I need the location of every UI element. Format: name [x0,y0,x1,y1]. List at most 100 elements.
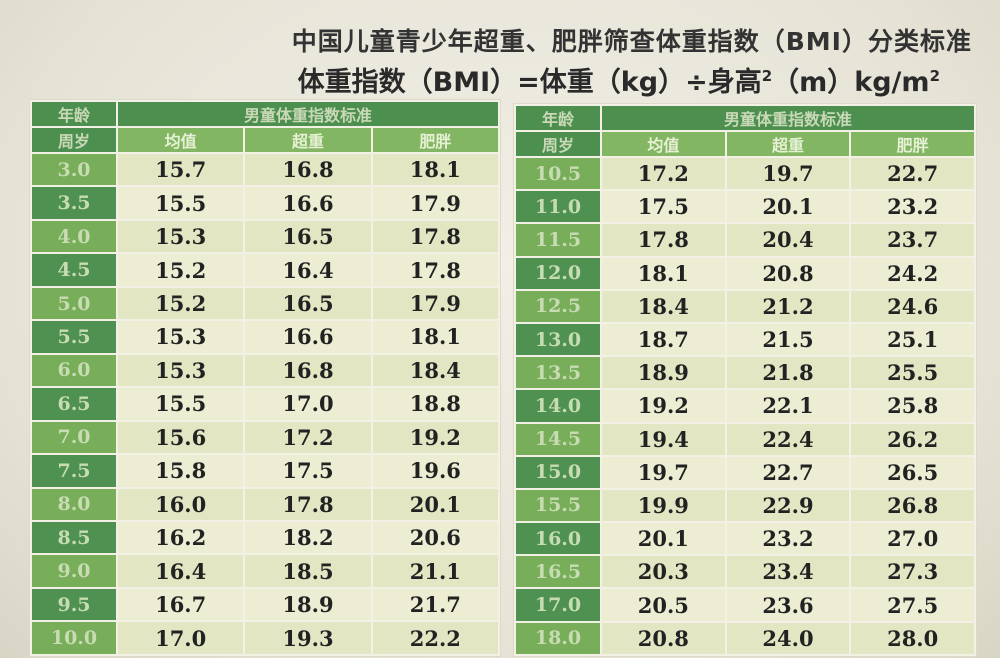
obese-cell: 20.6 [372,521,498,554]
age-cell: 7.0 [32,421,116,454]
table-row: 7.5 15.8 17.5 19.6 [32,455,498,487]
age-cell: 8.0 [32,488,116,520]
mean-cell: 17.5 [602,191,725,223]
table-body: 3.0 15.7 16.8 18.1 3.5 15.5 16.6 17.9 4.0 15.3 16.… [32,154,498,654]
age-cell: 3.5 [32,187,116,219]
table-row: 6.0 15.3 16.8 18.4 [32,354,498,387]
mean-cell: 15.2 [118,254,244,286]
age-cell: 3.0 [32,154,116,186]
page-title: 中国儿童青少年超重、肥胖筛查体重指数（BMI）分类标准 [291,27,972,56]
age-cell: 13.0 [516,323,600,356]
mean-cell: 16.2 [118,521,244,554]
overweight-cell: 16.8 [245,154,371,186]
obese-cell: 21.1 [372,555,498,587]
bmi-table-left: 年龄 男童体重指数标准 周岁 均值 超重 肥胖 3.0 15.7 16.8 18.1 3… [30,100,500,656]
overweight-cell: 21.8 [726,357,850,389]
mean-cell: 19.9 [602,489,725,522]
obese-cell: 27.5 [851,589,974,621]
mean-cell: 18.4 [602,290,725,322]
table-row: 15.0 19.7 22.7 26.5 [516,456,974,488]
table-row: 4.0 15.3 16.5 17.8 [32,220,498,253]
table-header-row-top: 年龄 男童体重指数标准 [32,102,498,126]
obese-cell: 19.2 [372,421,498,454]
age-cell: 16.5 [516,556,600,588]
col-header-overweight: 超重 [726,132,850,156]
obese-cell: 17.9 [372,187,498,219]
mean-cell: 15.3 [118,321,244,353]
age-cell: 11.5 [516,224,600,256]
table-row: 13.0 18.7 21.5 25.1 [516,323,974,356]
table-body: 10.5 17.2 19.7 22.7 11.0 17.5 20.1 23.2 11.5 17.8… [516,158,974,654]
formula-exponent-2: 2 [929,67,940,85]
overweight-cell: 16.6 [245,321,371,353]
mean-cell: 18.9 [602,357,725,389]
table-row: 10.5 17.2 19.7 22.7 [516,158,974,190]
mean-cell: 15.3 [118,220,244,253]
obese-cell: 18.8 [372,388,498,420]
table-row: 8.5 16.2 18.2 20.6 [32,521,498,554]
age-header-bottom: 周岁 [32,128,116,152]
age-cell: 4.0 [32,220,116,253]
age-cell: 12.0 [516,257,600,289]
obese-cell: 27.3 [851,556,974,588]
age-cell: 12.5 [516,290,600,322]
bmi-formula: 体重指数（BMI）=体重（kg）÷身高2（m）kg/m2 [298,60,940,99]
table-row: 5.5 15.3 16.6 18.1 [32,321,498,353]
age-cell: 5.0 [32,287,116,320]
overweight-cell: 24.0 [726,622,850,654]
mean-cell: 20.5 [602,589,725,621]
group-header: 男童体重指数标准 [118,102,498,126]
age-cell: 6.0 [32,354,116,387]
age-cell: 16.0 [516,523,600,555]
table-header-row-bottom: 周岁 均值 超重 肥胖 [516,132,974,156]
mean-cell: 16.0 [118,488,244,520]
obese-cell: 26.8 [851,489,974,522]
age-cell: 18.0 [516,622,600,654]
obese-cell: 18.1 [372,154,498,186]
obese-cell: 24.6 [851,290,974,322]
overweight-cell: 17.0 [245,388,371,420]
col-header-overweight: 超重 [245,128,371,152]
table-row: 14.5 19.4 22.4 26.2 [516,423,974,455]
obese-cell: 22.2 [372,622,498,654]
obese-cell: 19.6 [372,455,498,487]
obese-cell: 17.8 [372,220,498,253]
obese-cell: 25.1 [851,323,974,356]
table-row: 7.0 15.6 17.2 19.2 [32,421,498,454]
obese-cell: 24.2 [851,257,974,289]
mean-cell: 20.8 [602,622,725,654]
table-row: 14.0 19.2 22.1 25.8 [516,390,974,422]
overweight-cell: 19.7 [726,158,850,190]
overweight-cell: 18.2 [245,521,371,554]
age-header-bottom: 周岁 [516,132,600,156]
age-cell: 9.0 [32,555,116,587]
table-row: 4.5 15.2 16.4 17.8 [32,254,498,286]
table-header-row-bottom: 周岁 均值 超重 肥胖 [32,128,498,152]
col-header-mean: 均值 [602,132,725,156]
age-cell: 10.5 [516,158,600,190]
table-row: 18.0 20.8 24.0 28.0 [516,622,974,654]
obese-cell: 17.8 [372,254,498,286]
age-cell: 5.5 [32,321,116,353]
obese-cell: 25.5 [851,357,974,389]
title-block: 中国儿童青少年超重、肥胖筛查体重指数（BMI）分类标准 体重指数（BMI）=体重… [0,0,1000,100]
mean-cell: 17.2 [602,158,725,190]
mean-cell: 19.7 [602,456,725,488]
overweight-cell: 22.7 [726,456,850,488]
age-cell: 14.5 [516,423,600,455]
mean-cell: 19.4 [602,423,725,455]
age-header-top: 年龄 [32,102,116,126]
formula-text: 体重指数（BMI）=体重（kg）÷身高 [297,67,762,98]
mean-cell: 15.6 [118,421,244,454]
table-row: 8.0 16.0 17.8 20.1 [32,488,498,520]
overweight-cell: 23.2 [726,523,850,555]
obese-cell: 20.1 [372,488,498,520]
group-header: 男童体重指数标准 [602,106,974,130]
overweight-cell: 22.4 [726,423,850,455]
col-header-obese: 肥胖 [372,128,498,152]
age-cell: 14.0 [516,390,600,422]
formula-text-2: （m）kg/m [772,67,930,98]
formula-exponent: 2 [761,67,773,85]
overweight-cell: 20.1 [726,191,850,223]
obese-cell: 18.1 [372,321,498,353]
